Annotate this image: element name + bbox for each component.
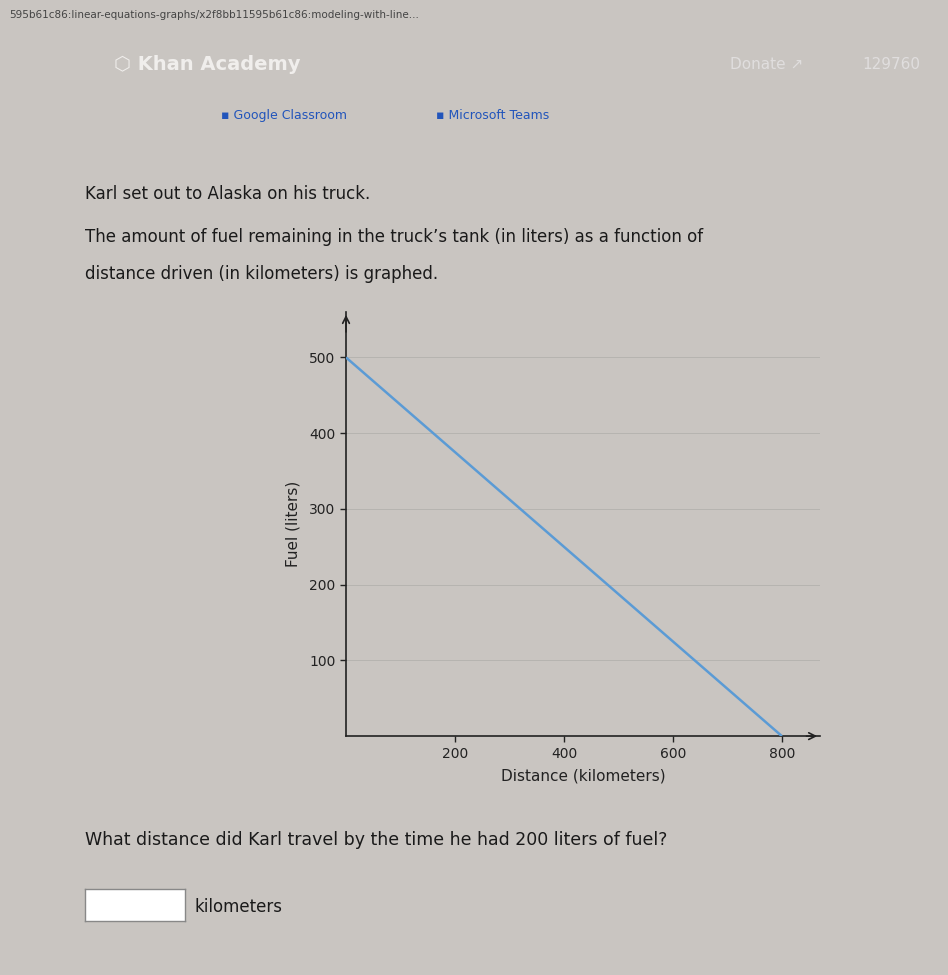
Text: Karl set out to Alaska on his truck.: Karl set out to Alaska on his truck. [85, 185, 371, 203]
Text: Donate ↗: Donate ↗ [730, 57, 803, 72]
Text: 595b61c86:linear-equations-graphs/x2f8bb11595b61c86:modeling-with-line...: 595b61c86:linear-equations-graphs/x2f8bb… [9, 10, 419, 20]
Text: ⬡ Khan Academy: ⬡ Khan Academy [114, 55, 301, 74]
Text: What distance did Karl travel by the time he had 200 liters of fuel?: What distance did Karl travel by the tim… [85, 831, 667, 848]
Text: The amount of fuel remaining in the truck’s tank (in liters) as a function of: The amount of fuel remaining in the truc… [85, 228, 703, 246]
Text: ▪ Google Classroom: ▪ Google Classroom [222, 109, 347, 122]
Text: ▪ Microsoft Teams: ▪ Microsoft Teams [436, 109, 550, 122]
Y-axis label: Fuel (liters): Fuel (liters) [286, 481, 301, 567]
Text: distance driven (in kilometers) is graphed.: distance driven (in kilometers) is graph… [85, 265, 438, 283]
Text: kilometers: kilometers [194, 898, 283, 916]
X-axis label: Distance (kilometers): Distance (kilometers) [501, 769, 665, 784]
Text: 129760: 129760 [863, 57, 921, 72]
